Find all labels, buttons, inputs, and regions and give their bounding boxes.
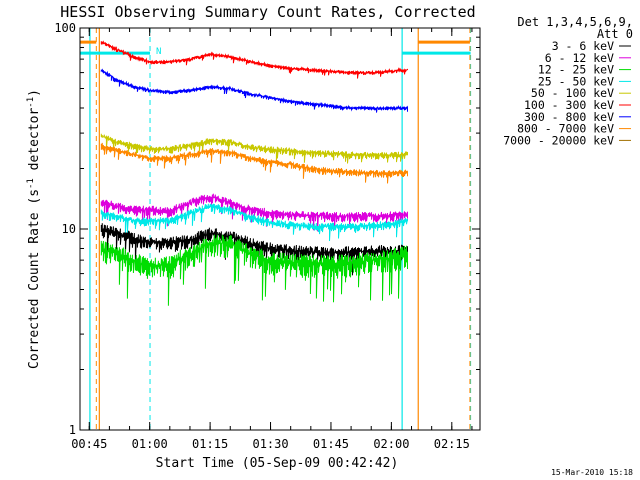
- flag-label: N: [156, 47, 161, 57]
- legend-label-5: 50 - 100 keV: [531, 86, 614, 100]
- y-axis-label: Corrected Count Rate (s-1 detector-1): [26, 89, 42, 369]
- series-line-3: [100, 234, 408, 306]
- x-tick-label-5: 01:45: [313, 437, 349, 451]
- series-line-1: [100, 223, 408, 276]
- series-line-8: [100, 142, 408, 184]
- legend-header-line-1: Det 1,3,4,5,6,9,: [517, 15, 633, 29]
- legend-label-7: 300 - 800 keV: [524, 110, 614, 124]
- x-tick-label-4: 01:30: [252, 437, 288, 451]
- series-line-4: [100, 203, 408, 242]
- legend-label-6: 100 - 300 keV: [524, 98, 614, 112]
- y-tick-label-3: 100: [54, 21, 76, 35]
- footer-timestamp: 15-Mar-2010 15:18: [551, 468, 633, 477]
- legend-header-line-2: Att 0: [597, 27, 633, 41]
- axis-layer: 00:45 01:00 01:15 01:30 01:45 02:00 02:15 1 10 10…: [54, 21, 480, 451]
- series-line-2: [100, 193, 408, 232]
- series-line-6: [100, 40, 408, 79]
- x-tick-label-1: 00:45: [71, 437, 107, 451]
- chart-title: HESSI Observing Summary Count Rates, Cor…: [60, 3, 475, 21]
- legend-label-8: 800 - 7000 keV: [517, 122, 614, 136]
- x-tick-label-6: 02:00: [373, 437, 409, 451]
- x-tick-label-7: 02:15: [434, 437, 470, 451]
- y-tick-label-1: 1: [69, 423, 76, 437]
- legend-label-3: 12 - 25 keV: [538, 63, 614, 77]
- legend-label-4: 25 - 50 keV: [538, 74, 614, 88]
- series-line-7: [100, 68, 408, 113]
- y-tick-label-2: 10: [62, 222, 76, 236]
- plot-layer: N: [80, 28, 472, 430]
- x-axis-label: Start Time (05-Sep-09 00:42:42): [156, 456, 399, 471]
- legend-label-1: 3 - 6 keV: [552, 39, 614, 53]
- legend-label-2: 6 - 12 keV: [545, 51, 614, 65]
- x-tick-label-3: 01:15: [192, 437, 228, 451]
- series-line-5: [100, 133, 408, 164]
- legend-label-9: 7000 - 20000 keV: [503, 133, 614, 147]
- x-tick-label-2: 01:00: [132, 437, 168, 451]
